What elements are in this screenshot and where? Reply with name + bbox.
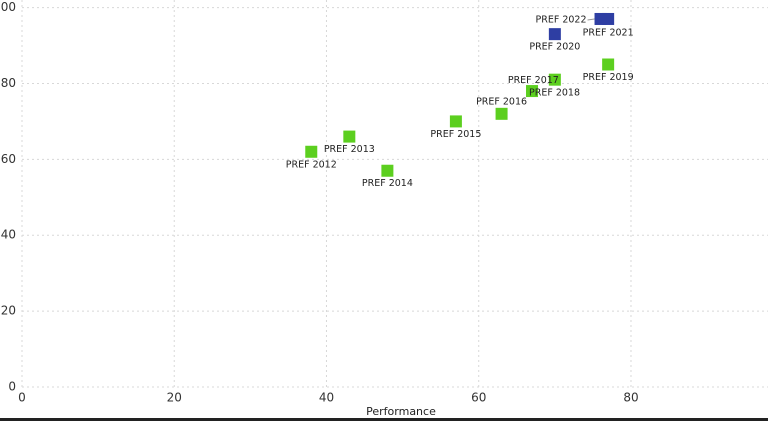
point-label: PREF 2015 (430, 129, 481, 140)
point-label: PREF 2014 (362, 178, 413, 189)
point (594, 12, 607, 25)
y-tick-label: 100 (0, 0, 16, 14)
y-tick-label: 40 (1, 228, 16, 242)
point (343, 130, 356, 143)
y-tick-label: 80 (1, 76, 16, 90)
point-label: PREF 2022 (536, 14, 587, 25)
point (548, 73, 561, 86)
point (449, 115, 462, 128)
y-tick-label: 60 (1, 152, 16, 166)
point-label: PREF 2018 (529, 88, 580, 99)
point-label: PREF 2012 (286, 159, 337, 170)
point-label: PREF 2019 (583, 72, 634, 83)
point (526, 85, 539, 98)
point (602, 58, 615, 71)
x-tick-label: 20 (167, 391, 182, 405)
y-tick-label: 0 (8, 380, 16, 394)
y-tick-label: 20 (1, 304, 16, 318)
x-tick-label: 60 (471, 391, 486, 405)
point-label: PREF 2020 (529, 42, 580, 53)
point (495, 107, 508, 120)
point-label: PREF 2017 (508, 75, 559, 86)
point-label: PREF 2013 (324, 144, 375, 155)
x-tick-label: 0 (18, 391, 26, 405)
x-axis-label: Performance (366, 405, 436, 418)
leader-line (587, 18, 595, 21)
point (548, 28, 561, 41)
x-tick-label: 80 (623, 391, 638, 405)
x-tick-label: 40 (319, 391, 334, 405)
point-label: PREF 2016 (476, 96, 527, 107)
point (381, 164, 394, 177)
point (305, 145, 318, 158)
point-label: PREF 2021 (583, 27, 634, 38)
bottom-border (0, 418, 768, 421)
